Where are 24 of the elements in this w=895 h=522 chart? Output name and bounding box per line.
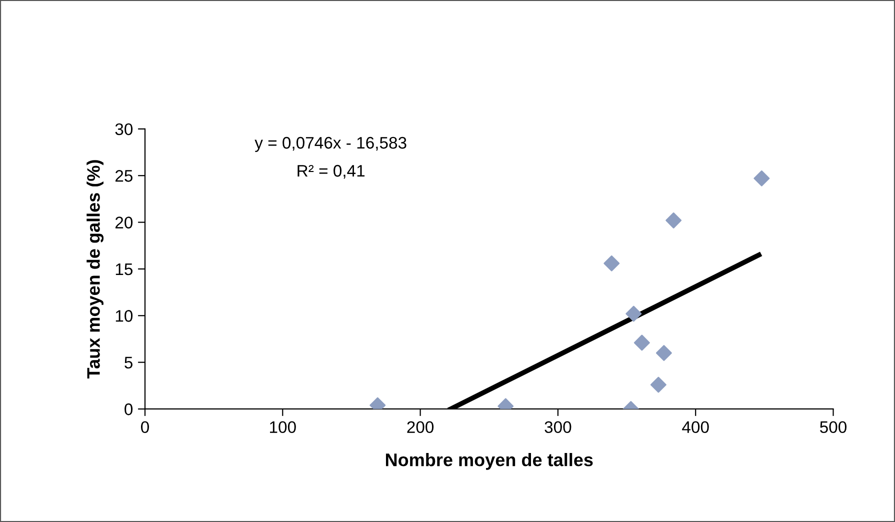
x-tick-label: 100	[270, 421, 296, 434]
x-axis-title: Nombre moyen de talles	[386, 452, 593, 470]
x-tick-label: 400	[682, 421, 709, 434]
y-tick-label: 15	[116, 264, 132, 276]
point	[650, 376, 666, 393]
y-tick-label: 5	[124, 356, 132, 369]
annotation: y = 0,0746x - 16,583	[254, 136, 406, 152]
x-tick-label: 300	[544, 421, 572, 434]
point	[604, 255, 620, 272]
x-tick-label: 500	[820, 421, 846, 434]
y-tick-label: 20	[115, 216, 133, 228]
y-tick-label: 0	[124, 403, 133, 416]
point	[754, 170, 770, 186]
point	[656, 345, 672, 361]
y-tick-label: 25	[115, 170, 132, 182]
x-tick-label: 200	[407, 421, 434, 434]
y-tick-label: 10	[116, 310, 133, 322]
annotation: R² = 0,41	[298, 164, 365, 179]
x-tick-label: 0	[141, 421, 149, 434]
point	[666, 212, 682, 228]
point	[634, 334, 650, 351]
y-axis-title: Taux moyen de galles (%)	[86, 160, 104, 378]
y-tick-label: 30	[115, 123, 133, 136]
point	[626, 306, 642, 322]
